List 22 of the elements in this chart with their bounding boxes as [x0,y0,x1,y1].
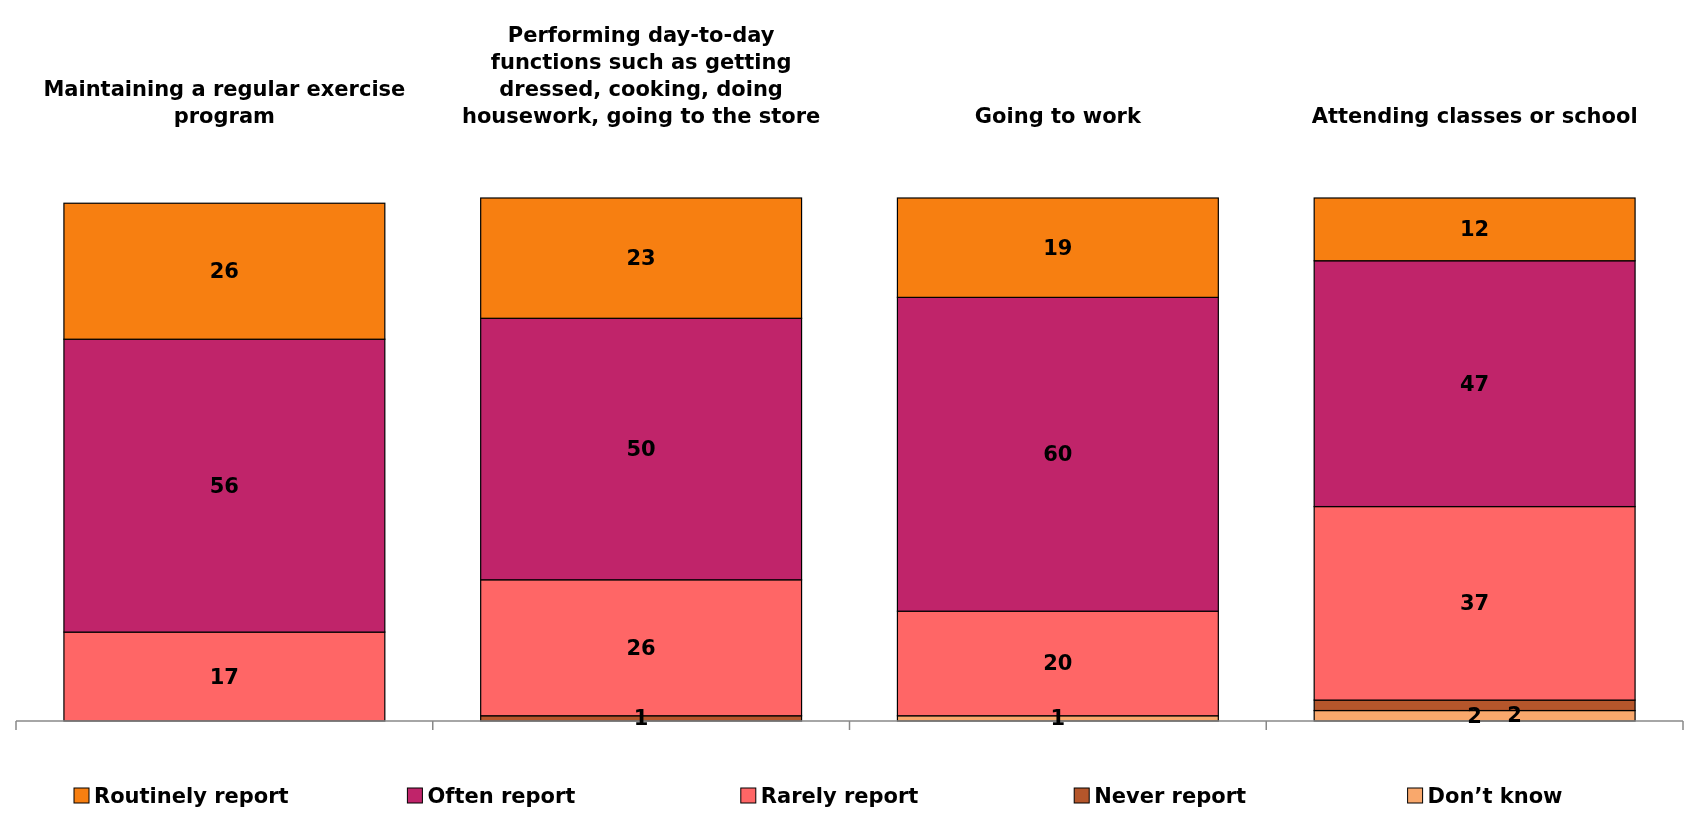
x-tick-label: Attending classes or school [1311,104,1638,128]
legend-label: Routinely report [94,784,289,808]
data-label: 60 [1043,442,1073,467]
data-label: 50 [626,437,656,462]
legend-label: Don’t know [1427,784,1563,808]
data-label: 20 [1043,651,1073,676]
data-label: 56 [209,473,239,498]
data-label: 23 [626,246,656,271]
legend-label: Rarely report [760,784,919,808]
data-label: 26 [209,259,239,284]
x-tick-label: Going to work [974,104,1142,128]
data-label: 37 [1460,591,1490,616]
data-label: 17 [209,664,239,689]
data-label: 19 [1043,235,1073,260]
data-label: 47 [1460,371,1490,396]
data-label: 2 [1507,703,1522,728]
x-tick-label: Maintaining a regular exercise program [43,77,406,128]
legend-label: Often report [427,784,576,808]
data-label: 12 [1460,217,1490,242]
x-tick-label: Performing day-to-day functions such as getting dressed, cooking, doing housework, going to the store [461,23,821,128]
data-label: 26 [626,635,656,660]
legend-label: Never report [1094,784,1247,808]
